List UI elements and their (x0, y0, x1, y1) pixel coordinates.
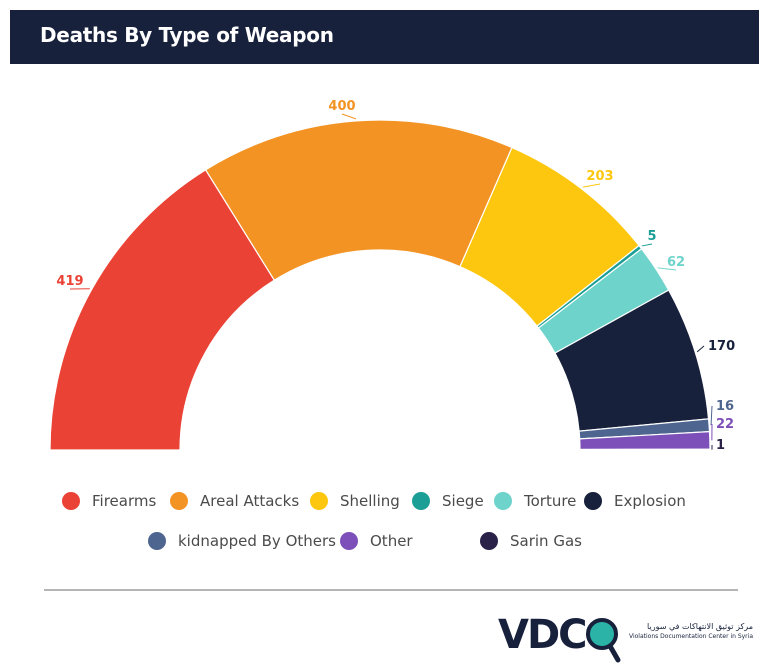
data-label-other: 22 (716, 417, 734, 432)
leader-line-siege (641, 243, 653, 247)
legend-label: Other (370, 532, 413, 550)
legend-item-explosion: Explosion (584, 492, 686, 510)
legend-item-areal-attacks: Areal Attacks (170, 492, 299, 510)
slice-areal-attacks (204, 119, 513, 282)
chart-title: Deaths By Type of Weapon (40, 23, 334, 47)
data-label-siege: 5 (647, 229, 656, 244)
data-label-explosion: 170 (708, 339, 735, 354)
legend-swatch (584, 492, 602, 510)
data-label-shelling: 203 (586, 169, 613, 184)
leader-line-kidnapped-by-others (710, 405, 713, 426)
data-label-kidnapped-by-others: 16 (716, 399, 734, 414)
legend-item-torture: Torture (494, 492, 576, 510)
logo-arabic-text: مركز توثيق الانتهاكات في سوريا (647, 622, 753, 631)
legend-swatch (170, 492, 188, 510)
legend-label: Firearms (92, 492, 157, 510)
legend-swatch (62, 492, 80, 510)
legend-label: Siege (442, 492, 484, 510)
leader-line-shelling (582, 183, 601, 188)
data-label-torture: 62 (667, 255, 685, 270)
logo-english-text: Violations Documentation Center in Syria (629, 633, 753, 640)
legend-swatch (412, 492, 430, 510)
vdc-logo: VDC مركز توثيق الانتهاكات في سوريا Viola… (498, 606, 758, 666)
legend-item-kidnapped-by-others: kidnapped By Others (148, 532, 336, 550)
legend-label: Areal Attacks (200, 492, 300, 510)
leader-line-explosion (696, 345, 705, 353)
legend-item-siege: Siege (412, 492, 484, 510)
legend-swatch (494, 492, 512, 510)
data-label-firearms: 419 (56, 274, 83, 289)
magnifier-icon (586, 618, 621, 663)
half-donut-chart: 419 400 203 5 62 170 16 22 1 (49, 99, 735, 453)
legend-label: Shelling (340, 492, 400, 510)
legend-item-other: Other (340, 532, 413, 550)
slice-firearms (49, 168, 276, 451)
data-label-areal-attacks: 400 (328, 99, 355, 114)
leader-line-areal-attacks (341, 113, 357, 120)
legend-item-sarin-gas: Sarin Gas (480, 532, 582, 550)
title-bar: Deaths By Type of Weapon (10, 10, 759, 64)
legend-swatch (148, 532, 166, 550)
divider (44, 589, 738, 591)
slice-sarin-gas (579, 448, 711, 451)
logo-text: VDC (498, 612, 588, 658)
data-label-sarin-gas: 1 (716, 438, 725, 453)
legend-swatch (310, 492, 328, 510)
legend-item-firearms: Firearms (62, 492, 156, 510)
legend-label: Torture (524, 492, 577, 510)
legend-swatch (480, 532, 498, 550)
legend-swatch (340, 532, 358, 550)
legend-item-shelling: Shelling (310, 492, 400, 510)
legend-label: Sarin Gas (510, 532, 582, 550)
legend-label: kidnapped By Others (178, 532, 336, 550)
legend-label: Explosion (614, 492, 686, 510)
leader-line-torture (657, 267, 677, 271)
